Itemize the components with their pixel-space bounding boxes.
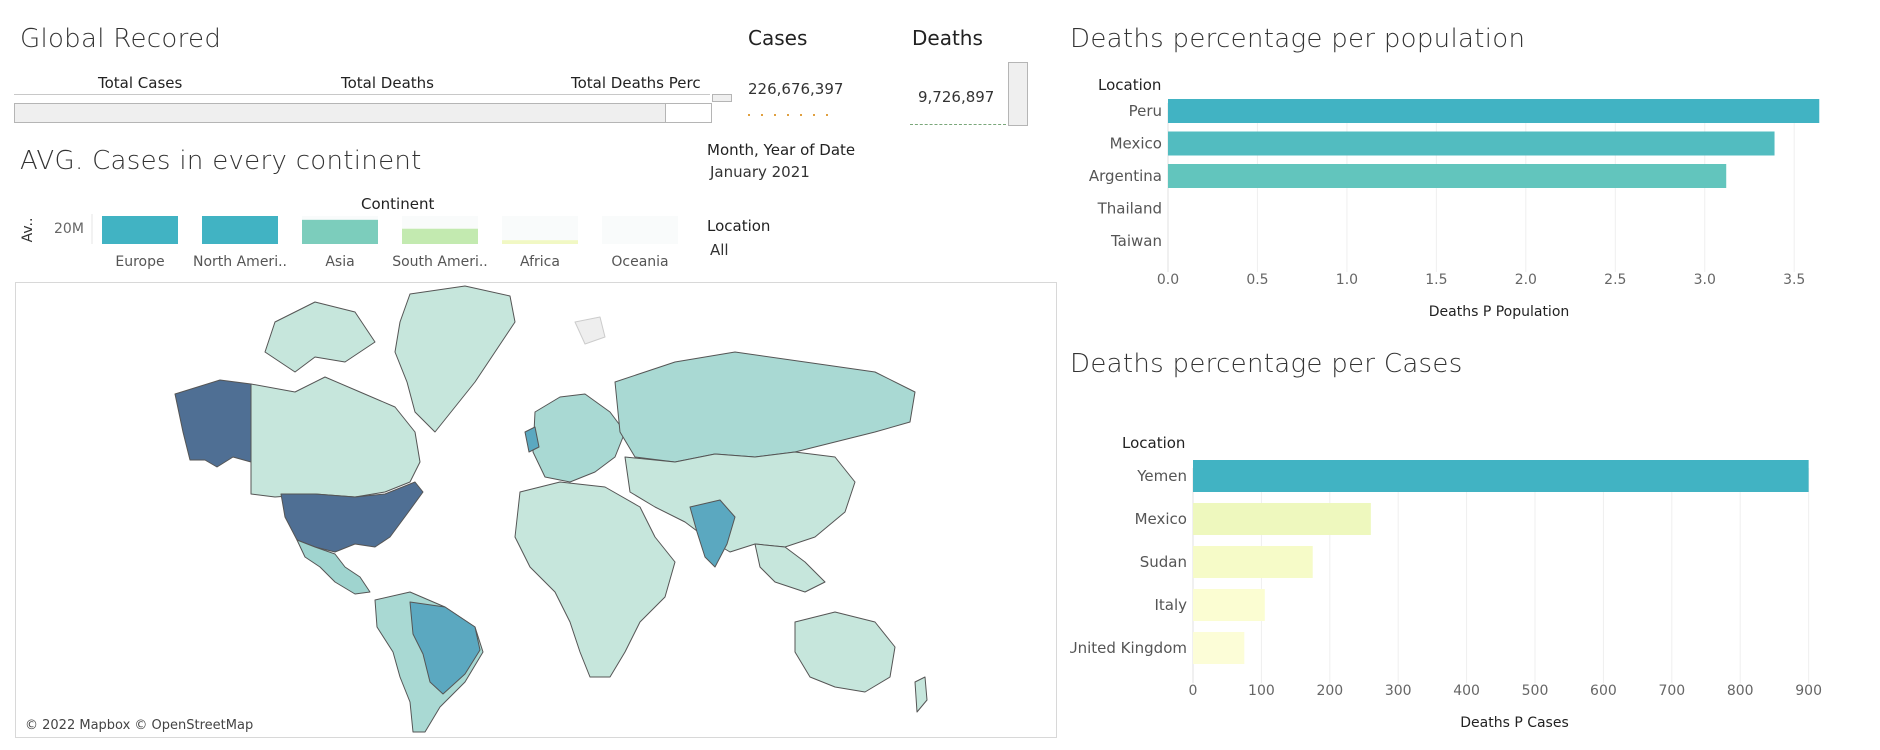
continent-bar [202, 216, 278, 244]
continent-x-label: North Ameri.. [193, 254, 287, 270]
row-label: Sudan [1140, 553, 1187, 571]
cases-bar-chart: 0 100 200 300 400 500 600 700 800 900 Yemen Mexico S… [1070, 460, 1822, 731]
data-bar [1193, 589, 1265, 621]
x-tick-label: 900 [1795, 683, 1822, 699]
greenland-shape [394, 285, 516, 433]
data-bar [1168, 131, 1775, 156]
continent-bar [502, 240, 578, 244]
cases-value: 226,676,397 [748, 80, 844, 98]
x-tick-label: 400 [1453, 683, 1480, 699]
continent-y-label: Av.. [20, 218, 36, 243]
asia-shape [624, 451, 856, 553]
horizontal-scrollbar[interactable] [14, 103, 712, 123]
col-total-deaths: Total Deaths [341, 74, 434, 92]
continent-x-label: Africa [520, 254, 560, 270]
x-tick-label: 800 [1727, 683, 1754, 699]
deaths-title: Deaths [912, 26, 983, 50]
data-bar [1168, 99, 1820, 123]
continent-bar [402, 228, 478, 244]
alaska-shape [174, 379, 252, 468]
vertical-scrollbar[interactable] [1008, 62, 1028, 126]
col-total-deaths-perc: Total Deaths Perc [571, 74, 701, 92]
india-shape [689, 499, 736, 568]
x-tick-label: 0.5 [1246, 272, 1268, 288]
continent-bar-bg [302, 216, 378, 220]
continent-bar-chart: Av.. 20M Europe North Ameri.. Asia South Amer… [20, 214, 678, 270]
x-axis-title: Deaths P Cases [1460, 715, 1569, 731]
cases-title: Cases [748, 26, 808, 50]
mexico-shape [296, 539, 371, 595]
col-total-cases: Total Cases [98, 74, 183, 92]
x-axis-title: Deaths P Population [1429, 304, 1570, 320]
x-tick-label: 100 [1248, 683, 1275, 699]
data-bar [1193, 503, 1371, 535]
row-label: Argentina [1089, 167, 1162, 185]
arctic-islands-shape [264, 301, 376, 373]
continent-x-label: Europe [115, 254, 164, 270]
x-tick-label: 1.0 [1336, 272, 1358, 288]
continent-bar [302, 219, 378, 244]
continent-x-label: South Ameri.. [392, 254, 488, 270]
row-label: Peru [1129, 102, 1162, 120]
continent-bar-bg [402, 216, 478, 229]
location-filter-value[interactable]: All [710, 241, 729, 259]
australia-shape [794, 611, 896, 693]
date-filter-label: Month, Year of Date [707, 141, 856, 159]
map-attribution: © 2022 Mapbox © OpenStreetMap [25, 718, 253, 733]
world-map[interactable]: © 2022 Mapbox © OpenStreetMap [15, 282, 1057, 738]
row-label: Taiwan [1110, 232, 1162, 250]
southeast-asia-shape [754, 543, 826, 593]
europe-shape [532, 393, 626, 483]
population-bar-chart: 0.0 0.5 1.0 1.5 2.0 2.5 3.0 3.5 Peru Mexico Argent… [1089, 99, 1820, 320]
cases-row-header: Location [1122, 434, 1186, 452]
deaths-value: 9,726,897 [918, 88, 995, 106]
scroll-nub[interactable] [712, 94, 732, 102]
new-zealand-shape [914, 676, 928, 713]
continent-x-label: Oceania [611, 254, 668, 270]
row-label: Yemen [1136, 467, 1187, 485]
header-divider [14, 94, 710, 95]
population-chart-title: Deaths percentage per population [1070, 24, 1526, 54]
scrollbar-thumb[interactable] [15, 104, 666, 122]
x-tick-label: 500 [1522, 683, 1549, 699]
location-filter-label: Location [707, 217, 771, 235]
population-row-header: Location [1098, 76, 1162, 94]
africa-shape [514, 481, 676, 678]
svalbard-shape [574, 316, 606, 345]
global-title: Global Recored [20, 24, 222, 54]
row-label: Mexico [1135, 510, 1187, 528]
x-tick-label: 3.5 [1783, 272, 1805, 288]
x-tick-label: 0 [1189, 683, 1198, 699]
data-bar [1193, 546, 1313, 578]
continent-bar-bg [602, 216, 678, 244]
brazil-shape [409, 601, 481, 695]
uk-shape [524, 426, 540, 453]
deaths-sparkline [910, 124, 1006, 127]
cases-chart-title: Deaths percentage per Cases [1070, 349, 1463, 379]
date-filter-value[interactable]: January 2021 [710, 163, 810, 181]
x-tick-label: 600 [1590, 683, 1617, 699]
data-bar [1168, 164, 1727, 188]
continent-bar-bg [502, 216, 578, 241]
continent-header: Continent [361, 195, 435, 213]
data-bar [1193, 632, 1245, 664]
x-tick-label: 0.0 [1157, 272, 1179, 288]
data-bar [1193, 460, 1809, 492]
x-tick-label: 2.0 [1515, 272, 1537, 288]
row-label: Italy [1154, 596, 1187, 614]
x-tick-label: 1.5 [1425, 272, 1447, 288]
row-label: Mexico [1110, 135, 1162, 153]
x-tick-label: 2.5 [1604, 272, 1626, 288]
row-label: United Kingdom [1070, 639, 1187, 657]
row-label: Thailand [1097, 200, 1162, 218]
x-tick-label: 3.0 [1694, 272, 1716, 288]
x-tick-label: 300 [1385, 683, 1412, 699]
continent-y-tick: 20M [54, 221, 84, 237]
continent-x-label: Asia [325, 254, 354, 270]
x-tick-label: 200 [1316, 683, 1343, 699]
cases-sparkline [748, 114, 828, 116]
continent-chart-title: AVG. Cases in every continent [20, 146, 422, 176]
continent-bar [102, 216, 178, 244]
x-tick-label: 700 [1658, 683, 1685, 699]
